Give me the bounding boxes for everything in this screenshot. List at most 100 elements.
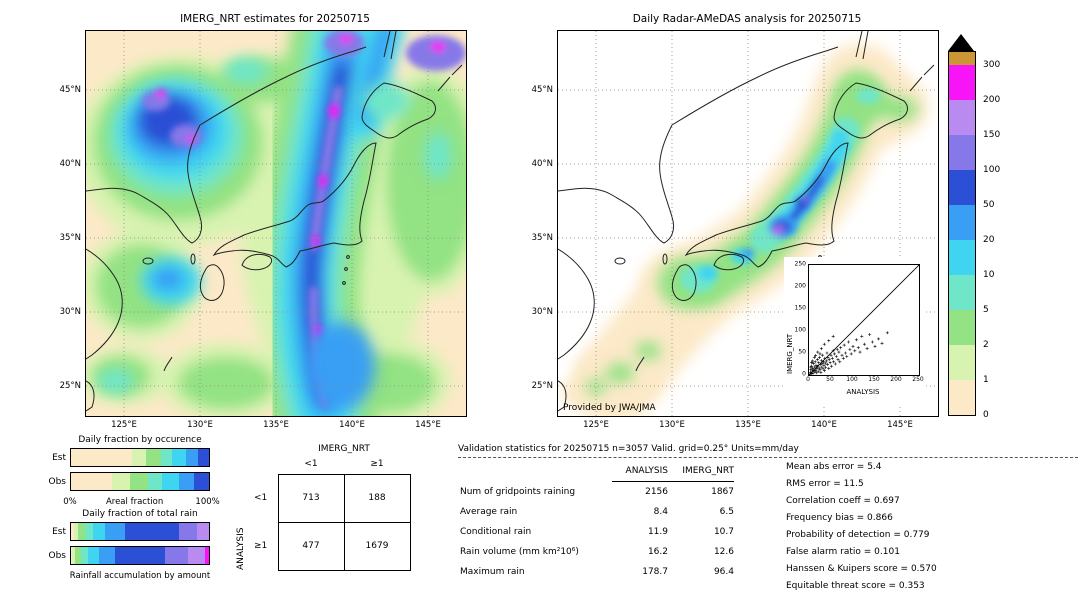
colorbar-swatch	[949, 170, 975, 205]
contingency-cell-10: 477	[277, 521, 345, 571]
contingency-col-group: IMERG_NRT	[318, 444, 370, 454]
inset-y-tick-label: 250	[794, 260, 806, 268]
bar-category-label: Est	[52, 526, 66, 537]
bar-segment	[80, 547, 88, 564]
stacked-bar	[70, 546, 210, 565]
row-label-ge1: ≥1	[254, 541, 268, 551]
scatter-plot	[808, 264, 920, 376]
bar-segment	[72, 547, 76, 564]
validation-stats-title: Validation statistics for 20250715 n=305…	[458, 444, 799, 454]
colorbar-swatch	[949, 100, 975, 135]
colorbar-swatch	[949, 345, 975, 380]
score-line: RMS error = 11.5	[786, 479, 864, 489]
stats-value: 1867	[711, 487, 734, 497]
bar-segment	[131, 449, 146, 466]
colorbar-swatch	[949, 135, 975, 170]
colorbar-tick-label: 1	[983, 375, 989, 385]
contingency-row-group: ANALYSIS	[236, 527, 246, 570]
col-label-lt1: <1	[304, 459, 318, 469]
inset-x-tick-label: 100	[846, 376, 858, 383]
stacked-bar	[70, 448, 210, 467]
stats-value: 10.7	[713, 527, 734, 537]
colorbar-swatches	[948, 51, 976, 416]
colorbar-over-band	[949, 52, 975, 65]
bar-segment	[84, 523, 94, 540]
contingency-cell-00: 713	[277, 473, 345, 523]
inset-y-tick-label: 150	[794, 304, 806, 312]
radar-amedas-map: IMERG_NRT ANALYSIS 0 50 100 150 200 250 0 50 100…	[532, 30, 939, 430]
bar-segment	[193, 473, 209, 490]
score-line: False alarm ratio = 0.101	[786, 547, 900, 557]
contingency-col-labels: <1 ≥1	[278, 459, 410, 469]
score-line: Equitable threat score = 0.353	[786, 581, 925, 591]
bar-segment	[162, 473, 179, 490]
stats-row-label: Average rain	[460, 507, 518, 517]
axis-min-label: 0%	[63, 497, 77, 507]
occurrence-bars: Est Obs	[36, 448, 222, 491]
y-tick-label: 45°N	[531, 85, 553, 96]
bar-segment	[71, 547, 73, 564]
occurrence-chart-title: Daily fraction by occurence	[78, 435, 202, 445]
inset-y-axis-label: IMERG_NRT	[786, 333, 794, 374]
bar-segment	[197, 449, 209, 466]
stats-value: 6.5	[719, 507, 734, 517]
y-tick-label: 45°N	[59, 85, 81, 96]
bar-segment	[145, 449, 161, 466]
contingency-row-labels: <1 ≥1	[254, 474, 267, 570]
scatter-points-canvas	[809, 265, 919, 375]
inset-x-tick-label: 250	[912, 376, 924, 383]
contingency-cell-01: 188	[343, 473, 411, 523]
bar-category-label: Obs	[48, 476, 67, 487]
bar-segment	[112, 473, 131, 490]
colorbar-tick-label: 0	[983, 410, 989, 420]
colorbar-tick-label: 5	[983, 305, 989, 315]
bar-segment	[185, 449, 198, 466]
stats-value: 96.4	[713, 567, 734, 577]
bar-segment	[160, 449, 172, 466]
axis-title: Rainfall accumulation by amount	[69, 571, 211, 581]
stats-value: 16.2	[647, 547, 668, 557]
validation-stats-table: ANALYSIS IMERG_NRT Num of gridpoints raini…	[460, 461, 734, 582]
stats-row-label: Conditional rain	[460, 527, 532, 537]
y-tick-label: 40°N	[59, 159, 81, 170]
colorbar-overflow-arrow-icon	[948, 34, 974, 51]
x-tick-label: 135°E	[263, 420, 289, 430]
stats-column-header: ANALYSIS	[612, 461, 668, 482]
bar-segment	[171, 449, 186, 466]
axis-title: Areal fraction	[105, 497, 164, 507]
bar-segment	[148, 473, 163, 490]
one-to-one-line	[809, 265, 919, 375]
row-label-lt1: <1	[254, 493, 268, 503]
fraction-bar-row: Est	[36, 448, 222, 467]
colorbar-tick-label: 150	[983, 130, 1001, 140]
bar-category-label: Est	[52, 452, 66, 463]
bar-segment	[98, 547, 116, 564]
stacked-bar	[70, 522, 210, 541]
x-tick-label: 125°E	[111, 420, 137, 430]
fraction-bar-row: Obs	[36, 546, 222, 565]
colorbar-tick-label: 200	[983, 95, 1001, 105]
x-tick-label: 130°E	[659, 420, 685, 430]
col-label-ge1: ≥1	[370, 459, 384, 469]
stacked-bar	[70, 472, 210, 491]
inset-y-tick-label: 200	[794, 282, 806, 290]
axis-max-label: 100%	[195, 497, 220, 507]
score-line: Hanssen & Kuipers score = 0.570	[786, 564, 937, 574]
inset-y-tick-label: 100	[794, 326, 806, 334]
y-tick-label: 40°N	[531, 159, 553, 170]
contingency-cell-11: 1679	[343, 521, 411, 571]
bar-segment	[115, 547, 165, 564]
colorbar-swatch	[949, 65, 975, 100]
imerg-precipitation-map: 125°E 130°E 135°E 140°E 145°E 25°N 30°N 35°N 40°…	[60, 30, 467, 430]
x-tick-label: 145°E	[887, 420, 913, 430]
colorbar-swatch	[949, 310, 975, 345]
y-tick-label: 30°N	[59, 307, 81, 318]
inset-y-tick-label: 0	[802, 370, 806, 378]
contingency-table: IMERG_NRT <1 ≥1 ANALYSIS <1 ≥1 713 188 4…	[234, 444, 416, 594]
total-rain-fraction-chart: Daily fraction of total rain Est Obs Rain…	[36, 509, 222, 581]
right-map-title: Daily Radar-AMeDAS analysis for 20250715	[632, 13, 862, 25]
stats-divider	[458, 457, 1078, 458]
x-tick-label: 130°E	[187, 420, 213, 430]
stats-value: 12.6	[713, 547, 734, 557]
colorbar: 0 1 2 5 10 20 50 100 150 200 300	[948, 34, 1000, 420]
